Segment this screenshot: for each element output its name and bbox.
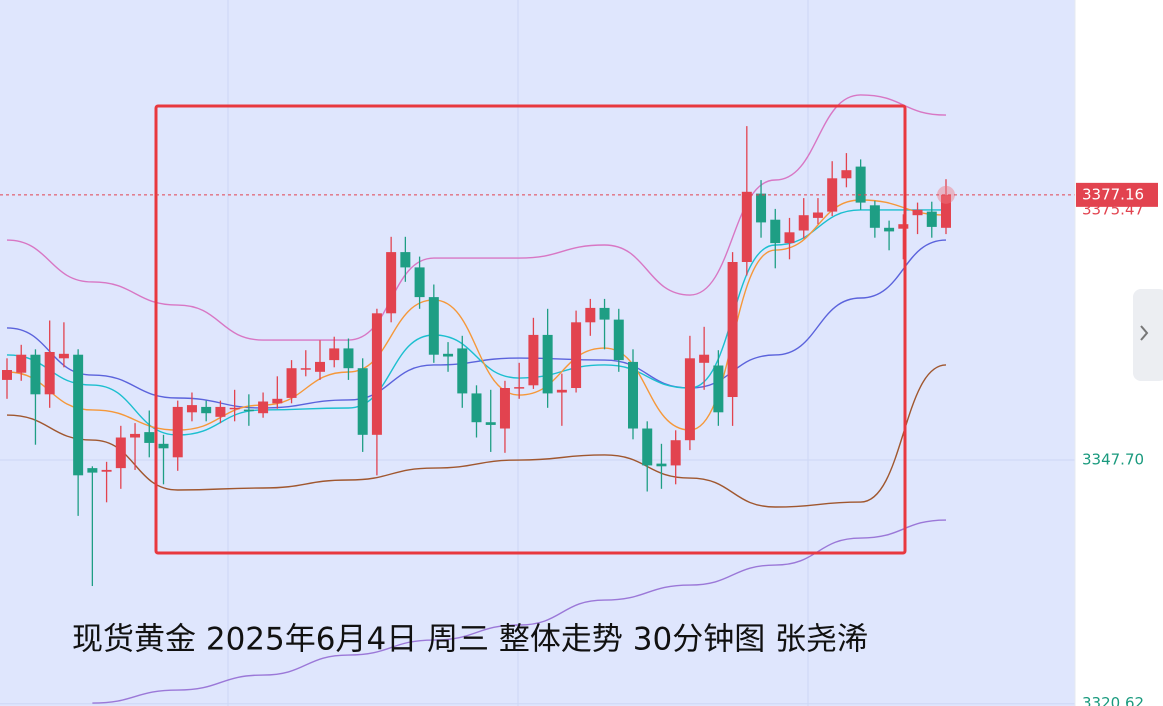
candle-body (699, 354, 710, 363)
candle-body (542, 334, 553, 394)
candle-body (272, 398, 283, 404)
candle-body (855, 166, 866, 203)
candle-body (571, 322, 582, 389)
candle-body (628, 361, 638, 429)
last-price-label: 3377.16 (1082, 185, 1144, 203)
candle-body (329, 348, 340, 361)
candle-body (741, 191, 752, 263)
candle-body (286, 368, 297, 398)
candle-body (841, 170, 852, 179)
candle-body (784, 232, 795, 244)
candle-body (243, 409, 254, 412)
candle-body (613, 319, 624, 361)
candle-body (798, 215, 809, 231)
candle-body (400, 252, 411, 268)
candle-body (101, 469, 112, 472)
candle-body (756, 193, 767, 223)
candle-body (144, 432, 155, 443)
candle-body (499, 388, 510, 429)
candle-body (158, 443, 169, 449)
candle-body (528, 334, 539, 386)
candle-body (386, 252, 397, 314)
last-price-tag (1076, 182, 1158, 207)
candle-body (414, 267, 425, 298)
candle-body (315, 361, 325, 372)
candle-body (642, 428, 653, 466)
candle-body (926, 211, 937, 227)
candle-body (713, 365, 724, 413)
candle-body (514, 387, 525, 389)
highlight-box (154, 104, 907, 555)
candle-body (827, 178, 838, 212)
indicator-line (92, 519, 947, 704)
candle-body (343, 348, 354, 369)
candle-body (884, 227, 895, 232)
candle-body (471, 393, 482, 423)
candles (2, 126, 951, 587)
candle-body (599, 307, 610, 320)
indicator-line (6, 94, 947, 341)
candle-body (428, 297, 439, 355)
candle-body (2, 370, 12, 380)
candle-body (898, 224, 909, 229)
candle-body (73, 354, 84, 476)
candle-body (30, 354, 41, 395)
candle-body (670, 440, 681, 466)
candle-body (912, 209, 923, 216)
candle-body (172, 406, 183, 458)
side-panel-tab[interactable] (1133, 289, 1163, 381)
candle-body (485, 422, 496, 425)
candle-body (556, 389, 567, 393)
chart-title: 现货黄金 2025年6月4日 周三 整体走势 30分钟图 张尧浠 (72, 622, 868, 658)
candle-body (258, 401, 269, 414)
y-tick-label: 3320.62 (1082, 694, 1144, 706)
y-tick-label: 3347.70 (1082, 451, 1144, 469)
candle-body (186, 405, 197, 413)
candle-body (201, 406, 212, 414)
candle-body (357, 368, 368, 435)
last-price-pulse (937, 185, 955, 204)
candle-body (656, 463, 667, 467)
candle-body (58, 353, 69, 359)
candle-body (727, 262, 738, 398)
chevron-icon[interactable] (1140, 325, 1149, 341)
candle-body (941, 194, 951, 228)
candle-body (215, 406, 226, 417)
candle-body (812, 212, 823, 218)
candle-body (229, 407, 240, 410)
candle-body (457, 348, 468, 394)
candle-body (443, 353, 454, 357)
candle-body (130, 433, 141, 438)
candle-body (44, 352, 55, 395)
candle-body (371, 313, 382, 435)
candle-body (869, 205, 880, 228)
candle-body (16, 354, 27, 373)
candle-body (87, 468, 98, 473)
candle-body (770, 219, 781, 244)
candle-body (115, 437, 126, 469)
candle-body (684, 358, 695, 441)
candle-body (585, 307, 596, 323)
candle-body (300, 368, 311, 370)
